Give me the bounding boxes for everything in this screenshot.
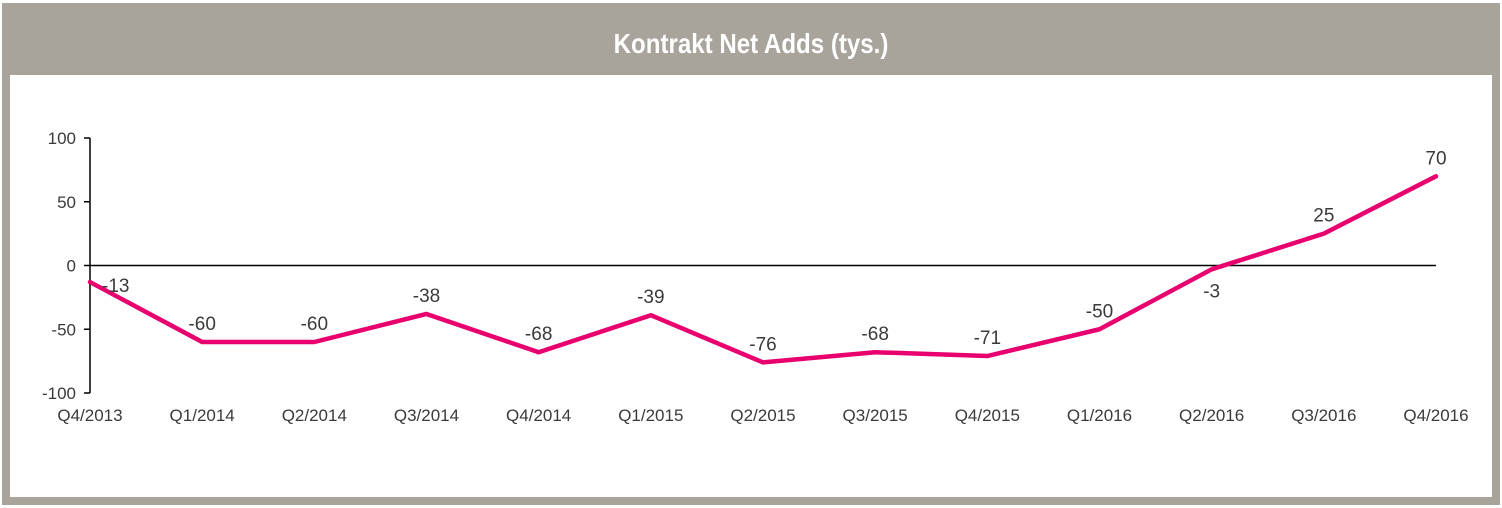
data-label: 70 (1425, 148, 1446, 169)
x-tick-label: Q1/2016 (1067, 406, 1132, 425)
x-tick-label: Q1/2014 (170, 406, 235, 425)
chart-title: Kontrakt Net Adds (tys.) (613, 28, 889, 59)
y-tick-label: -100 (42, 384, 76, 403)
x-tick-label: Q2/2016 (1179, 406, 1244, 425)
plot-panel: 100 50 0 -50 -100 Q4/2013 Q1/2014 Q2/2014 Q3/201… (10, 75, 1492, 497)
x-tick-label: Q3/2016 (1291, 406, 1356, 425)
x-tick-label: Q1/2015 (618, 406, 683, 425)
line-chart: 100 50 0 -50 -100 Q4/2013 Q1/2014 Q2/2014 Q3/201… (42, 129, 1469, 425)
x-tick-label: Q4/2015 (955, 406, 1020, 425)
data-label: -39 (637, 287, 664, 308)
x-tick-label: Q3/2015 (843, 406, 908, 425)
data-label: -50 (1086, 301, 1113, 322)
y-tick-label: 100 (48, 129, 76, 148)
series-line (87, 174, 1439, 365)
x-tick-label: Q4/2014 (506, 406, 571, 425)
chart-frame: Kontrakt Net Adds (tys.) 100 50 0 -50 -100 Q4… (2, 3, 1500, 505)
x-tick-label: Q4/2016 (1403, 406, 1468, 425)
x-tick-label: Q4/2013 (57, 406, 122, 425)
data-label: -60 (188, 314, 215, 335)
data-label: -13 (102, 276, 129, 297)
data-label: -71 (974, 328, 1001, 349)
y-tick-label: 0 (67, 257, 76, 276)
data-label: -38 (413, 286, 440, 307)
data-label: -76 (749, 334, 776, 355)
x-tick-label: Q2/2014 (282, 406, 347, 425)
x-tick-label: Q2/2015 (730, 406, 795, 425)
data-label: -68 (861, 324, 888, 345)
data-label: -3 (1203, 281, 1220, 302)
x-tick-label: Q3/2014 (394, 406, 459, 425)
y-tick-label: -50 (51, 320, 76, 339)
data-label: -60 (301, 314, 328, 335)
y-tick-label: 50 (57, 193, 76, 212)
data-label: 25 (1313, 206, 1334, 227)
data-label: -68 (525, 324, 552, 345)
